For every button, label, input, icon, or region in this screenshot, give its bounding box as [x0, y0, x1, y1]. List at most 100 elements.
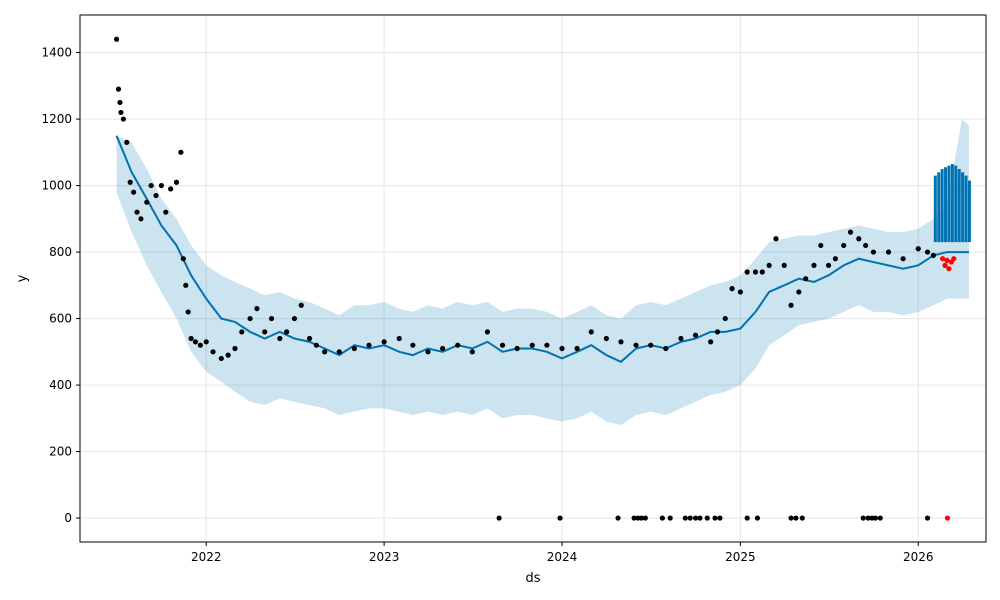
actual-point — [667, 515, 673, 521]
actual-point — [197, 342, 203, 348]
actual-point — [120, 116, 126, 122]
actual-point — [781, 262, 787, 268]
actual-point — [900, 256, 906, 262]
actual-point — [603, 335, 609, 342]
actual-point — [659, 515, 665, 521]
actual-point — [722, 315, 728, 322]
y-axis-ticks: 0 200 400 600 800 1000 1200 1400 — [41, 46, 80, 525]
actual-point — [218, 355, 224, 362]
actual-point — [180, 256, 186, 262]
actual-point — [872, 515, 878, 521]
actual-point — [313, 342, 319, 348]
actual-point — [633, 342, 639, 348]
actual-point — [225, 352, 231, 358]
actual-point — [752, 269, 759, 275]
actual-point — [648, 342, 654, 348]
recent-actual-point — [944, 257, 950, 263]
y-tick-label: 600 — [49, 312, 72, 326]
actual-point — [284, 329, 290, 335]
actual-point — [557, 515, 563, 521]
actual-point — [714, 329, 721, 335]
x-tick-label: 2023 — [369, 550, 400, 564]
actual-point — [455, 342, 461, 348]
recent-actual-point — [944, 515, 951, 521]
plot-frame — [79, 14, 987, 543]
actual-point — [663, 345, 669, 352]
actual-point — [173, 179, 180, 185]
actual-point — [915, 246, 921, 252]
actual-point — [268, 315, 275, 322]
actual-point — [737, 289, 743, 295]
x-tick-label: 2026 — [903, 550, 934, 564]
actual-point — [239, 329, 245, 335]
actual-point — [692, 515, 699, 521]
actual-point — [499, 342, 506, 348]
actual-point — [924, 249, 931, 255]
actual-point — [796, 289, 802, 295]
actual-point — [885, 249, 892, 255]
actual-point — [618, 339, 624, 345]
actual-point — [788, 515, 794, 521]
actual-point — [615, 515, 621, 521]
actual-point — [118, 109, 124, 116]
actual-point — [381, 339, 387, 345]
actual-point — [529, 342, 535, 348]
actual-point — [351, 345, 357, 352]
actual-point — [277, 335, 283, 342]
actual-point — [178, 149, 184, 155]
actual-point — [870, 249, 877, 255]
actual-point — [469, 349, 475, 355]
actual-point — [860, 515, 866, 521]
actual-point — [232, 345, 238, 352]
actual-point — [708, 339, 714, 345]
actual-point — [366, 342, 372, 348]
actual-point — [678, 335, 684, 342]
actual-point — [153, 192, 159, 199]
actual-point — [210, 349, 216, 355]
actual-point — [439, 345, 446, 352]
actual-point — [127, 179, 133, 185]
forecast-line-path — [115, 135, 969, 363]
actual-point — [115, 86, 122, 92]
actual-point — [682, 515, 688, 521]
actual-point — [336, 349, 342, 355]
recent-actual-point — [951, 256, 957, 262]
recent-actual-points — [940, 256, 957, 521]
actual-point — [298, 302, 304, 308]
actual-point — [185, 309, 191, 315]
x-tick-label: 2024 — [547, 550, 578, 564]
actual-point — [496, 515, 502, 521]
actual-point — [192, 339, 199, 345]
actual-point — [183, 282, 189, 288]
actual-point — [188, 335, 194, 342]
actual-point — [924, 515, 931, 521]
actual-point — [692, 332, 699, 338]
actual-point — [484, 329, 491, 335]
actual-point — [113, 36, 120, 42]
actual-point — [818, 242, 824, 249]
actual-point — [841, 242, 847, 249]
uncertainty-band — [116, 119, 969, 425]
actual-point — [148, 182, 154, 189]
actual-point — [425, 349, 431, 355]
actual-point — [138, 216, 144, 222]
actual-point — [574, 345, 580, 352]
actual-point — [396, 335, 402, 342]
y-tick-label: 1000 — [41, 179, 72, 193]
actual-point — [744, 269, 750, 275]
actual-point — [544, 342, 550, 348]
y-tick-label: 1400 — [41, 46, 72, 60]
actual-point — [559, 345, 565, 352]
actual-point — [254, 305, 260, 312]
actual-point — [306, 335, 313, 342]
grid-lines — [80, 15, 986, 542]
actual-point — [638, 515, 645, 521]
actual-point — [291, 315, 298, 322]
actual-point — [631, 515, 637, 521]
actual-point — [832, 256, 839, 262]
actual-point — [863, 242, 869, 249]
actual-point — [729, 286, 735, 292]
actual-point — [131, 189, 137, 195]
actual-point — [773, 236, 779, 242]
